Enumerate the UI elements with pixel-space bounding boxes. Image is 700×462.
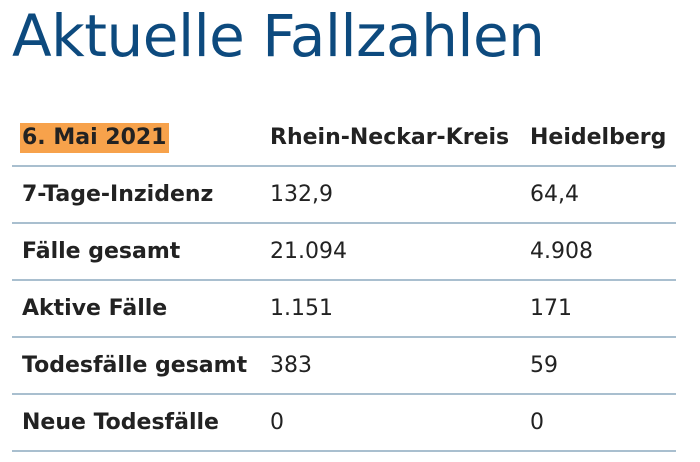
page-title: Aktuelle Fallzahlen: [12, 2, 545, 70]
row-divider: [12, 450, 676, 452]
row-divider: [12, 336, 676, 338]
table-value: 171: [530, 296, 572, 321]
table-value: 59: [530, 353, 558, 378]
row-divider: [12, 393, 676, 395]
row-divider: [12, 165, 676, 167]
table-value: 1.151: [270, 296, 333, 321]
row-label: Todesfälle gesamt: [22, 353, 248, 378]
row-label: 7-Tage-Inzidenz: [22, 182, 214, 207]
column-header: Heidelberg: [530, 125, 667, 150]
row-label: Fälle gesamt: [22, 239, 181, 264]
row-label: Aktive Fälle: [22, 296, 168, 321]
row-divider: [12, 222, 676, 224]
row-divider: [12, 279, 676, 281]
date-header: 6. Mai 2021: [20, 123, 169, 153]
table-value: 0: [270, 410, 284, 435]
table-value: 64,4: [530, 182, 579, 207]
row-label: Neue Todesfälle: [22, 410, 219, 435]
table-value: 132,9: [270, 182, 333, 207]
table-value: 0: [530, 410, 544, 435]
table-value: 21.094: [270, 239, 347, 264]
table-value: 383: [270, 353, 312, 378]
table-value: 4.908: [530, 239, 593, 264]
column-header: Rhein-Neckar-Kreis: [270, 125, 510, 150]
